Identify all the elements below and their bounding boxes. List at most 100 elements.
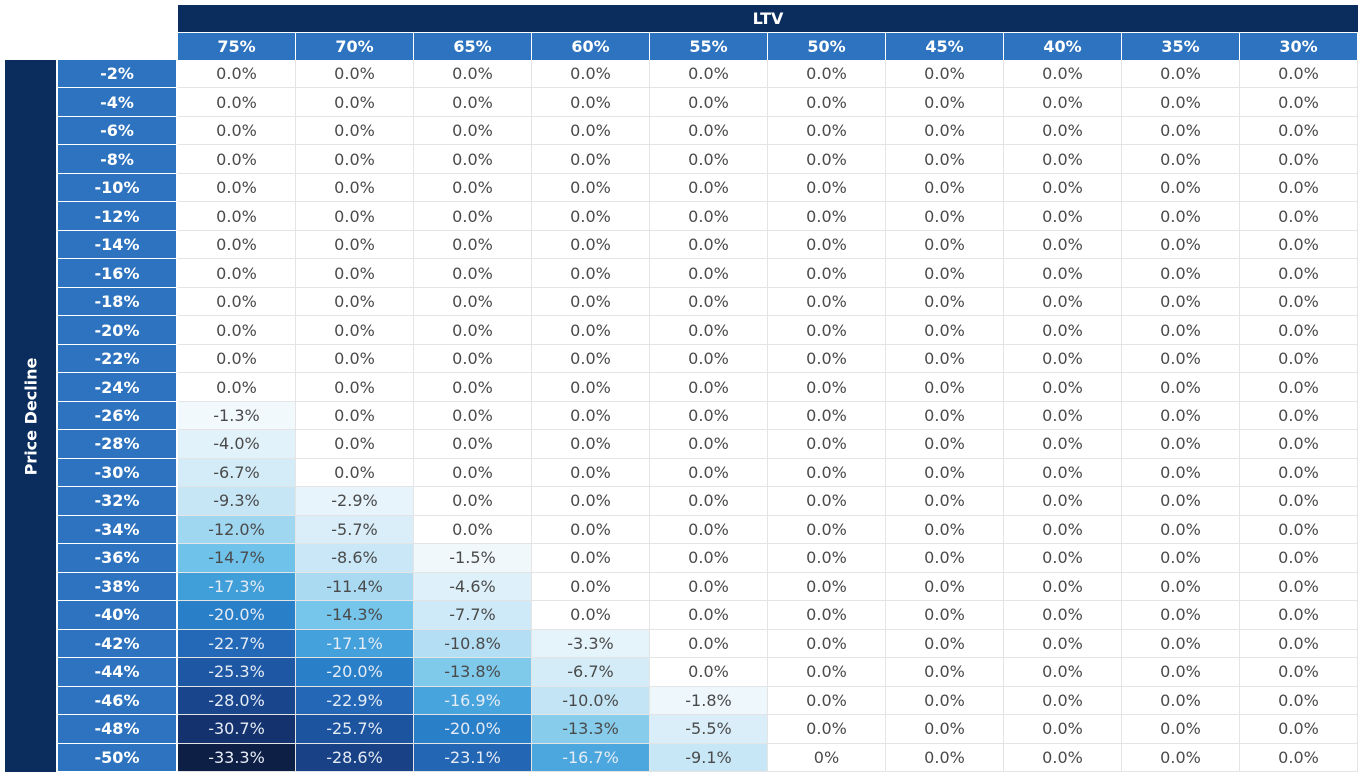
- table-cell: 0.0%: [886, 116, 1004, 146]
- table-cell: 0.0%: [650, 202, 768, 231]
- table-cell: -25.7%: [296, 715, 414, 744]
- table-cell: 0.0%: [1004, 116, 1122, 146]
- table-cell: 0.0%: [1240, 145, 1358, 174]
- table-cell: 0.0%: [296, 458, 414, 488]
- table-cell: 0.0%: [1004, 458, 1122, 488]
- table-cell: 0.0%: [532, 572, 650, 602]
- table-cell: 0.0%: [296, 173, 414, 203]
- table-cell: 0.0%: [532, 487, 650, 516]
- table-cell: 0.0%: [768, 572, 886, 602]
- table-cell: 0.0%: [1240, 515, 1358, 545]
- table-cell: 0.0%: [1122, 458, 1240, 488]
- table-cell: -16.7%: [532, 743, 650, 772]
- table-cell: 0.0%: [1240, 259, 1358, 288]
- table-cell: -11.4%: [296, 572, 414, 602]
- table-cell: 0.0%: [1004, 230, 1122, 260]
- table-cell: 0.0%: [178, 344, 296, 374]
- table-cell: -4.0%: [178, 430, 296, 459]
- table-cell: -28.6%: [296, 743, 414, 772]
- table-cell: 0.0%: [650, 401, 768, 431]
- table-cell: 0.0%: [886, 373, 1004, 402]
- table-cell: 0.0%: [1004, 145, 1122, 174]
- column-header: 45%: [886, 32, 1004, 60]
- row-label: -48%: [58, 715, 176, 744]
- table-cell: 0.0%: [296, 60, 414, 89]
- table-cell: 0.0%: [768, 145, 886, 174]
- row-label: -42%: [58, 629, 176, 659]
- table-cell: 0.0%: [532, 401, 650, 431]
- table-cell: 0.0%: [1122, 145, 1240, 174]
- table-cell: 0.0%: [414, 373, 532, 402]
- table-cell: 0.0%: [1122, 601, 1240, 630]
- table-cell: 0.0%: [296, 344, 414, 374]
- row-label: -12%: [58, 202, 176, 231]
- table-cell: 0.0%: [414, 88, 532, 117]
- table-cell: 0.0%: [1240, 715, 1358, 744]
- table-cell: 0.0%: [414, 202, 532, 231]
- table-cell: 0.0%: [1122, 487, 1240, 516]
- row-label: -14%: [58, 230, 176, 260]
- table-cell: 0.0%: [886, 487, 1004, 516]
- table-cell: 0.0%: [650, 430, 768, 459]
- table-cell: 0.0%: [1122, 230, 1240, 260]
- table-cell: 0.0%: [532, 202, 650, 231]
- table-cell: 0.0%: [296, 316, 414, 345]
- table-cell: 0.0%: [768, 116, 886, 146]
- table-cell: 0.0%: [768, 629, 886, 659]
- table-cell: 0.0%: [768, 487, 886, 516]
- table-cell: 0.0%: [768, 601, 886, 630]
- table-cell: -25.3%: [178, 658, 296, 687]
- table-cell: -9.3%: [178, 487, 296, 516]
- table-cell: 0.0%: [1240, 60, 1358, 89]
- table-cell: 0.0%: [414, 230, 532, 260]
- table-cell: 0.0%: [768, 715, 886, 744]
- row-label: -4%: [58, 88, 176, 117]
- table-cell: 0.0%: [1122, 515, 1240, 545]
- table-cell: 0.0%: [768, 373, 886, 402]
- table-cell: 0.0%: [414, 515, 532, 545]
- row-label: -32%: [58, 487, 176, 516]
- table-cell: 0.0%: [1122, 743, 1240, 772]
- table-cell: 0.0%: [1122, 373, 1240, 402]
- table-cell: 0.0%: [886, 658, 1004, 687]
- table-cell: 0.0%: [886, 601, 1004, 630]
- table-cell: -9.1%: [650, 743, 768, 772]
- table-cell: -6.7%: [532, 658, 650, 687]
- row-axis-label: Price Decline: [21, 357, 40, 475]
- table-cell: -4.6%: [414, 572, 532, 602]
- table-cell: 0.0%: [178, 259, 296, 288]
- table-cell: 0.0%: [768, 430, 886, 459]
- table-cell: -22.9%: [296, 686, 414, 716]
- table-cell: -2.9%: [296, 487, 414, 516]
- table-cell: 0.0%: [886, 230, 1004, 260]
- table-cell: 0.0%: [1240, 344, 1358, 374]
- table-cell: 0.0%: [296, 230, 414, 260]
- column-header: 75%: [178, 32, 296, 60]
- table-cell: 0.0%: [532, 373, 650, 402]
- table-cell: -13.3%: [532, 715, 650, 744]
- table-cell: -30.7%: [178, 715, 296, 744]
- table-cell: 0.0%: [886, 686, 1004, 716]
- table-cell: 0.0%: [296, 259, 414, 288]
- table-cell: 0.0%: [768, 401, 886, 431]
- table-cell: 0.0%: [1122, 259, 1240, 288]
- table-cell: 0.0%: [1240, 116, 1358, 146]
- column-header: 50%: [768, 32, 886, 60]
- table-cell: 0.0%: [650, 515, 768, 545]
- table-cell: 0.0%: [178, 173, 296, 203]
- row-label: -38%: [58, 572, 176, 602]
- table-cell: 0.0%: [532, 344, 650, 374]
- row-label: -44%: [58, 658, 176, 687]
- table-cell: 0.0%: [1122, 715, 1240, 744]
- table-cell: 0.0%: [1004, 544, 1122, 573]
- table-cell: 0.0%: [768, 173, 886, 203]
- table-cell: 0.0%: [1004, 629, 1122, 659]
- table-cell: 0.0%: [178, 60, 296, 89]
- table-cell: 0.0%: [768, 88, 886, 117]
- table-cell: 0.0%: [768, 544, 886, 573]
- row-label: -24%: [58, 373, 176, 402]
- table-cell: 0.0%: [1122, 60, 1240, 89]
- table-cell: 0.0%: [1122, 287, 1240, 317]
- table-cell: 0.0%: [178, 287, 296, 317]
- table-cell: 0.0%: [414, 458, 532, 488]
